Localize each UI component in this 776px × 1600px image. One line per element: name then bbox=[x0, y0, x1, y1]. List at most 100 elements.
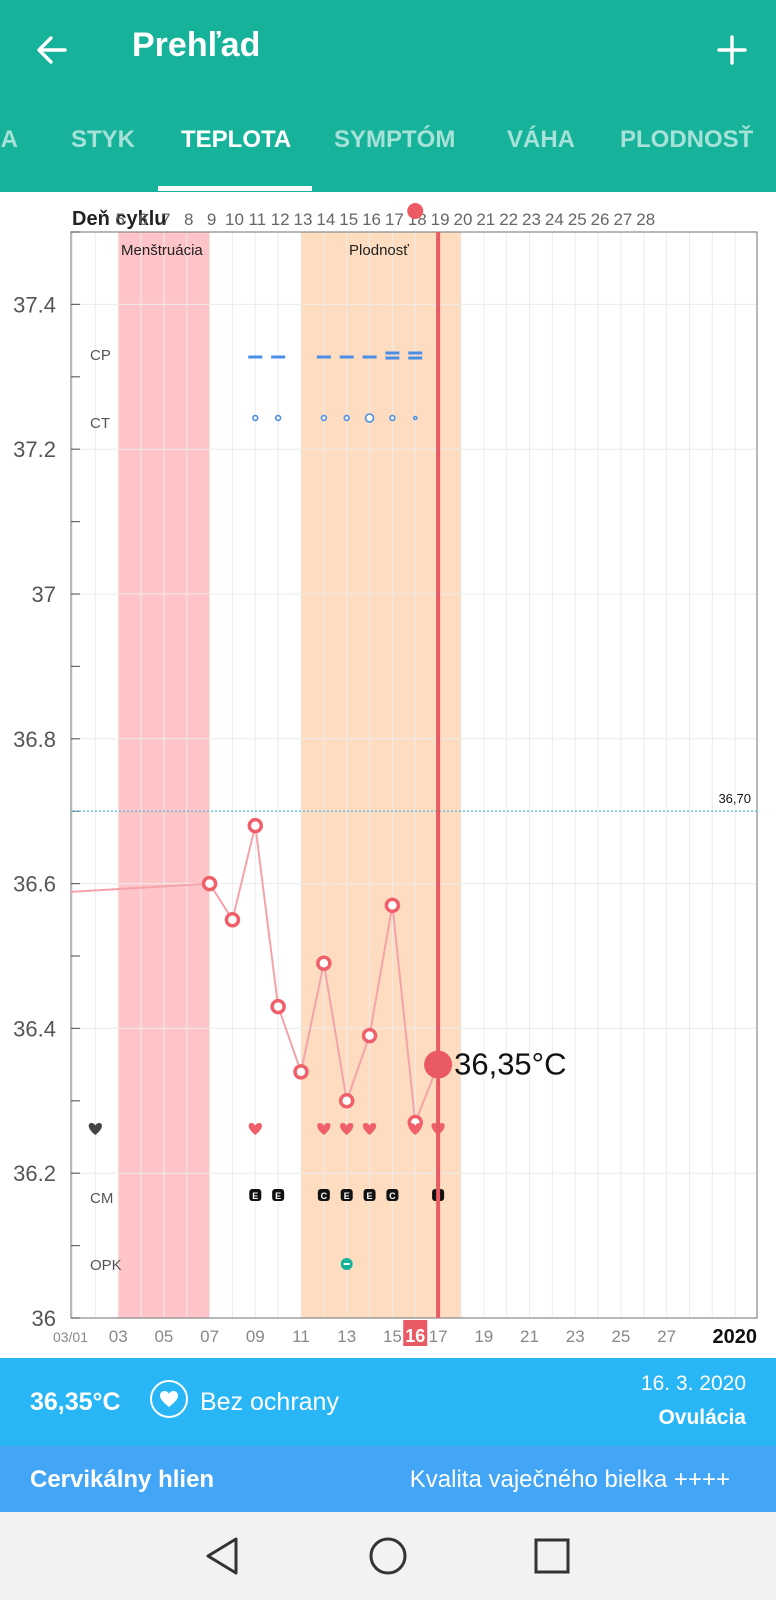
temperature-point bbox=[338, 1093, 355, 1109]
intercourse-heart-icon bbox=[408, 1123, 422, 1135]
phase-label: Menštruácia bbox=[121, 242, 203, 259]
x-tick-label: 09 bbox=[246, 1327, 265, 1346]
ct-mark bbox=[252, 414, 259, 422]
cervical-mucus-value: Kvalita vaječného bielka ++++ bbox=[409, 1466, 730, 1493]
page-title: Prehľad bbox=[132, 26, 261, 64]
nav-home-button[interactable] bbox=[362, 1530, 414, 1582]
coverline-label: 36,70 bbox=[718, 791, 751, 806]
selected-temperature: 36,35°C bbox=[30, 1388, 121, 1416]
nav-back-button[interactable] bbox=[196, 1530, 248, 1582]
row-label-ct: CT bbox=[90, 415, 110, 432]
phase-band bbox=[301, 232, 461, 1318]
cycle-day-number: 6 bbox=[138, 210, 147, 229]
y-tick-label: 36.2 bbox=[13, 1161, 56, 1186]
cm-mark bbox=[340, 1189, 353, 1201]
temperature-point bbox=[316, 955, 332, 971]
intercourse-heart-icon bbox=[362, 1123, 377, 1135]
temperature-point bbox=[384, 897, 401, 914]
add-button[interactable] bbox=[708, 22, 756, 78]
ct-mark bbox=[364, 413, 375, 423]
cycle-day-number: 7 bbox=[161, 210, 170, 229]
cycle-day-label: Deň cyklu bbox=[72, 208, 166, 230]
x-tick-label: 25 bbox=[611, 1327, 630, 1346]
selected-x-tick-background bbox=[403, 1320, 428, 1346]
current-cycle-day-marker bbox=[407, 203, 424, 219]
cm-mark bbox=[272, 1189, 285, 1201]
cycle-day-number: 17 bbox=[385, 210, 404, 229]
cm-mark-code: E bbox=[367, 1191, 373, 1201]
temperature-chart[interactable]: 36 36.2 36.4 36.6 36.8 37 37.2 37.4 Menštruácia P… bbox=[0, 192, 776, 1358]
cm-mark bbox=[386, 1189, 399, 1201]
y-tick-label: 36.6 bbox=[13, 872, 56, 897]
intercourse-heart-icon bbox=[88, 1123, 102, 1135]
x-tick-label: 05 bbox=[154, 1327, 173, 1346]
app-bar: Prehľad IA STYK TEPLOTA SYMPTÓM VÁHA PLO… bbox=[0, 0, 776, 192]
x-tick-label: 11 bbox=[292, 1327, 310, 1346]
x-tick-label: 07 bbox=[200, 1327, 219, 1346]
intercourse-heart-icon bbox=[317, 1123, 331, 1135]
plus-icon bbox=[717, 35, 747, 65]
temperature-point bbox=[270, 998, 286, 1015]
plot-frame bbox=[70, 231, 758, 1319]
arrow-left-icon bbox=[37, 36, 67, 64]
circle-home-icon bbox=[369, 1537, 407, 1575]
protection-status: Bez ochrany bbox=[200, 1388, 339, 1416]
temperature-point bbox=[361, 1027, 378, 1044]
cycle-day-number: 19 bbox=[431, 210, 450, 229]
temperature-point bbox=[224, 912, 241, 928]
cycle-day-number: 10 bbox=[225, 210, 244, 229]
ct-mark bbox=[389, 414, 396, 422]
cycle-day-number: 22 bbox=[499, 210, 518, 229]
day-info-bar[interactable]: 36,35°C Bez ochrany 16. 3. 2020 Ovulácia bbox=[0, 1358, 776, 1446]
cm-mark-code: C bbox=[389, 1191, 396, 1201]
ct-mark bbox=[320, 414, 328, 422]
square-recents-icon bbox=[534, 1538, 570, 1574]
tab-vaha[interactable]: VÁHA bbox=[507, 126, 576, 153]
cm-mark-code: E bbox=[252, 1191, 258, 1201]
tab-symptom[interactable]: SYMPTÓM bbox=[334, 126, 456, 153]
y-tick-label: 36 bbox=[32, 1306, 56, 1331]
intercourse-heart-icon bbox=[340, 1123, 354, 1135]
cm-mark-code: E bbox=[275, 1191, 281, 1201]
nav-recents-button[interactable] bbox=[526, 1530, 578, 1582]
heart-circle-icon bbox=[150, 1380, 188, 1418]
cycle-day-number: 24 bbox=[545, 210, 564, 229]
cycle-day-number: 28 bbox=[636, 210, 655, 229]
x-tick-label: 03 bbox=[109, 1327, 128, 1346]
y-tick-label: 37.2 bbox=[13, 437, 56, 462]
row-label-cm: CM bbox=[90, 1190, 113, 1207]
tab-teplota[interactable]: TEPLOTA bbox=[181, 126, 292, 153]
cycle-day-number: 9 bbox=[207, 210, 216, 229]
x-tick-label: 23 bbox=[566, 1327, 585, 1346]
tab-plodnost[interactable]: PLODNOSŤ bbox=[620, 126, 754, 153]
tab-bar: IA STYK TEPLOTA SYMPTÓM VÁHA PLODNOSŤ bbox=[0, 110, 776, 192]
cervical-mucus-bar[interactable]: Cervikálny hlien Kvalita vaječného bielk… bbox=[0, 1446, 776, 1512]
cycle-day-number: 15 bbox=[339, 210, 358, 229]
cycle-day-number: 16 bbox=[362, 210, 381, 229]
selected-temperature-point bbox=[424, 1050, 453, 1079]
cycle-day-number: 13 bbox=[294, 210, 313, 229]
ct-mark bbox=[412, 415, 418, 421]
ct-mark bbox=[343, 414, 350, 422]
x-tick-label: 17 bbox=[429, 1327, 448, 1346]
cycle-day-number: 21 bbox=[476, 210, 495, 229]
cycle-day-number: 11 bbox=[248, 210, 266, 229]
phase-label: Plodnosť bbox=[349, 242, 409, 259]
y-tick-label: 36.8 bbox=[13, 727, 56, 752]
y-tick-label: 37.4 bbox=[13, 292, 56, 317]
cycle-day-number: 8 bbox=[184, 210, 193, 229]
chart-svg[interactable]: 36 36.2 36.4 36.6 36.8 37 37.2 37.4 Menštruácia P… bbox=[0, 192, 776, 1358]
row-label-opk: OPK bbox=[90, 1257, 122, 1274]
x-tick-label: 15 bbox=[383, 1327, 402, 1346]
active-tab-indicator bbox=[158, 186, 312, 191]
back-button[interactable] bbox=[30, 22, 74, 78]
y-tick-label: 37 bbox=[32, 582, 56, 607]
cm-mark bbox=[317, 1189, 330, 1201]
cycle-day-number: 25 bbox=[568, 210, 587, 229]
cm-mark-code: C bbox=[321, 1191, 328, 1201]
tab-styk[interactable]: STYK bbox=[71, 126, 136, 153]
year-label: 2020 bbox=[713, 1326, 758, 1348]
tab-partial[interactable]: IA bbox=[0, 126, 18, 153]
intercourse-heart-icon bbox=[248, 1123, 262, 1135]
x-tick-label: 03/01 bbox=[53, 1329, 88, 1345]
